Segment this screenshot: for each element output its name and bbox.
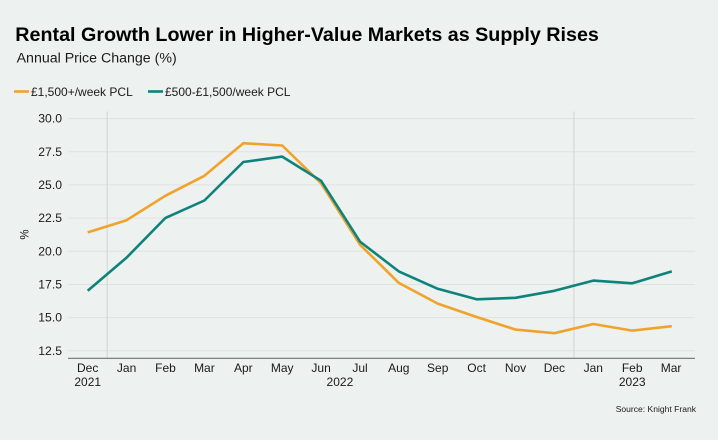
- svg-text:15.0: 15.0: [38, 311, 62, 325]
- svg-text:May: May: [271, 361, 294, 375]
- svg-text:Feb: Feb: [622, 361, 643, 375]
- svg-text:25.0: 25.0: [38, 178, 62, 192]
- svg-text:2023: 2023: [619, 375, 646, 389]
- svg-text:Source: Knight Frank: Source: Knight Frank: [616, 404, 697, 414]
- svg-text:£500-£1,500/week PCL: £500-£1,500/week PCL: [165, 85, 291, 99]
- svg-text:£1,500+/week PCL: £1,500+/week PCL: [31, 85, 133, 99]
- svg-text:Oct: Oct: [467, 361, 486, 375]
- svg-text:%: %: [20, 229, 32, 239]
- svg-text:Feb: Feb: [155, 361, 176, 375]
- svg-text:Dec: Dec: [544, 361, 565, 375]
- svg-text:Nov: Nov: [505, 361, 526, 375]
- svg-text:17.5: 17.5: [38, 278, 62, 292]
- svg-text:Rental Growth Lower in Higher-: Rental Growth Lower in Higher-Value Mark…: [15, 24, 599, 46]
- svg-text:2022: 2022: [327, 375, 354, 389]
- svg-text:Aug: Aug: [388, 361, 409, 375]
- svg-text:Apr: Apr: [234, 361, 253, 375]
- svg-text:Mar: Mar: [194, 361, 215, 375]
- svg-text:27.5: 27.5: [38, 145, 62, 159]
- svg-text:2021: 2021: [74, 375, 101, 389]
- svg-text:Mar: Mar: [661, 361, 682, 375]
- svg-text:Jul: Jul: [352, 361, 367, 375]
- svg-text:Dec: Dec: [77, 361, 98, 375]
- svg-text:20.0: 20.0: [38, 244, 62, 258]
- svg-text:Annual Price Change (%): Annual Price Change (%): [17, 51, 177, 67]
- svg-text:Jan: Jan: [117, 361, 136, 375]
- svg-text:22.5: 22.5: [38, 211, 62, 225]
- svg-text:Sep: Sep: [427, 361, 449, 375]
- svg-text:Jan: Jan: [584, 361, 603, 375]
- svg-text:Jun: Jun: [311, 361, 330, 375]
- svg-text:30.0: 30.0: [38, 112, 62, 126]
- svg-text:12.5: 12.5: [38, 344, 62, 358]
